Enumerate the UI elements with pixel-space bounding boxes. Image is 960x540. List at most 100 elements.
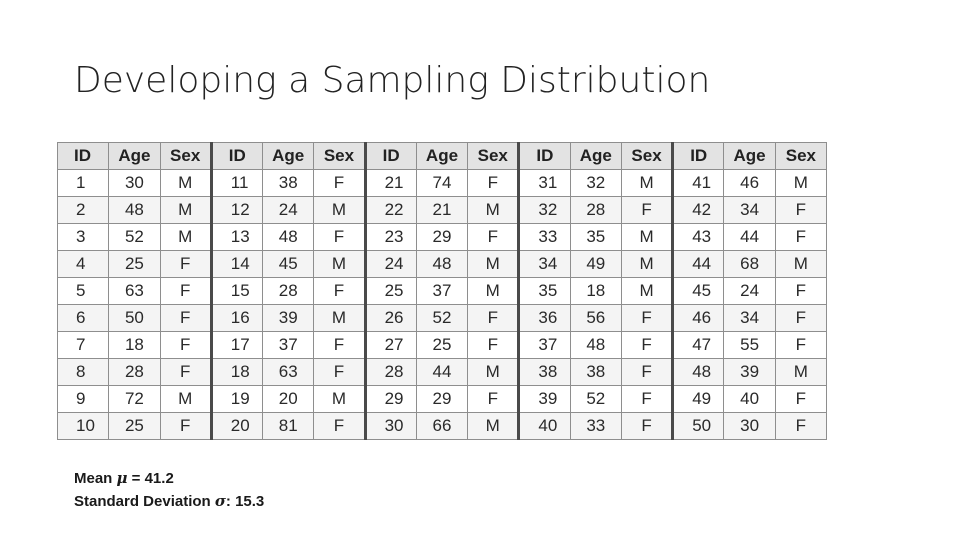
cell-age: 18 [109,332,160,359]
cell-age: 34 [724,197,775,224]
header-sex: Sex [160,143,211,170]
cell-age: 21 [416,197,467,224]
cell-id: 23 [365,224,416,251]
table-row: 1 30 M 11 38 F 21 74 F 31 32 M 41 46 M [58,170,827,197]
cell-sex: M [621,170,672,197]
cell-age: 29 [416,224,467,251]
sigma-symbol: σ [215,492,226,510]
cell-sex: F [621,413,672,440]
cell-id: 47 [673,332,724,359]
table-row: 10 25 F 20 81 F 30 66 M 40 33 F 50 30 F [58,413,827,440]
table-row: 5 63 F 15 28 F 25 37 M 35 18 M 45 24 F [58,278,827,305]
cell-sex: M [775,359,826,386]
cell-sex: F [468,170,519,197]
cell-sex: M [160,224,211,251]
cell-id: 12 [211,197,262,224]
cell-age: 68 [724,251,775,278]
table-body: 1 30 M 11 38 F 21 74 F 31 32 M 41 46 M 2 48 M 12 24 M 22 21 M 32… [58,170,827,440]
cell-sex: F [314,413,365,440]
cell-id: 26 [365,305,416,332]
cell-age: 63 [263,359,314,386]
cell-age: 30 [109,170,160,197]
table-row: 4 25 F 14 45 M 24 48 M 34 49 M 44 68 M [58,251,827,278]
cell-sex: F [468,332,519,359]
cell-age: 25 [416,332,467,359]
cell-id: 17 [211,332,262,359]
cell-age: 46 [724,170,775,197]
cell-id: 44 [673,251,724,278]
cell-sex: F [160,332,211,359]
sd-line: Standard Deviation σ: 15.3 [74,490,264,513]
cell-sex: M [468,413,519,440]
cell-sex: F [775,197,826,224]
cell-sex: M [468,278,519,305]
cell-age: 28 [263,278,314,305]
cell-id: 18 [211,359,262,386]
cell-id: 1 [58,170,109,197]
cell-age: 32 [570,170,621,197]
cell-sex: M [775,251,826,278]
cell-sex: M [468,359,519,386]
cell-age: 50 [109,305,160,332]
cell-id: 30 [365,413,416,440]
cell-id: 48 [673,359,724,386]
cell-id: 45 [673,278,724,305]
table-row: 9 72 M 19 20 M 29 29 F 39 52 F 49 40 F [58,386,827,413]
cell-age: 55 [724,332,775,359]
cell-id: 13 [211,224,262,251]
header-age: Age [263,143,314,170]
header-sex: Sex [468,143,519,170]
cell-id: 8 [58,359,109,386]
cell-id: 39 [519,386,570,413]
cell-age: 37 [416,278,467,305]
header-id: ID [673,143,724,170]
cell-sex: M [468,251,519,278]
cell-id: 14 [211,251,262,278]
cell-age: 81 [263,413,314,440]
header-id: ID [519,143,570,170]
slide-title: Developing a Sampling Distribution [74,56,710,106]
header-age: Age [416,143,467,170]
cell-age: 49 [570,251,621,278]
mean-label: Mean [74,470,117,487]
cell-sex: M [468,197,519,224]
cell-id: 33 [519,224,570,251]
cell-sex: F [621,305,672,332]
cell-id: 5 [58,278,109,305]
table-row: 3 52 M 13 48 F 23 29 F 33 35 M 43 44 F [58,224,827,251]
cell-sex: F [468,386,519,413]
cell-age: 44 [416,359,467,386]
cell-id: 31 [519,170,570,197]
cell-sex: M [621,251,672,278]
cell-sex: F [160,278,211,305]
cell-id: 42 [673,197,724,224]
header-sex: Sex [314,143,365,170]
cell-sex: F [468,224,519,251]
cell-sex: M [314,251,365,278]
mean-value: = 41.2 [128,470,174,487]
cell-sex: F [775,305,826,332]
cell-age: 39 [263,305,314,332]
cell-id: 46 [673,305,724,332]
cell-sex: F [621,386,672,413]
cell-sex: F [775,278,826,305]
cell-age: 66 [416,413,467,440]
cell-sex: F [314,224,365,251]
cell-id: 4 [58,251,109,278]
cell-age: 24 [263,197,314,224]
cell-age: 29 [416,386,467,413]
cell-sex: F [468,305,519,332]
cell-age: 52 [570,386,621,413]
cell-id: 50 [673,413,724,440]
cell-sex: F [160,359,211,386]
cell-age: 18 [570,278,621,305]
header-age: Age [724,143,775,170]
cell-age: 48 [570,332,621,359]
cell-id: 34 [519,251,570,278]
cell-id: 25 [365,278,416,305]
cell-age: 52 [109,224,160,251]
cell-sex: F [160,413,211,440]
cell-sex: M [160,197,211,224]
cell-id: 2 [58,197,109,224]
cell-age: 63 [109,278,160,305]
